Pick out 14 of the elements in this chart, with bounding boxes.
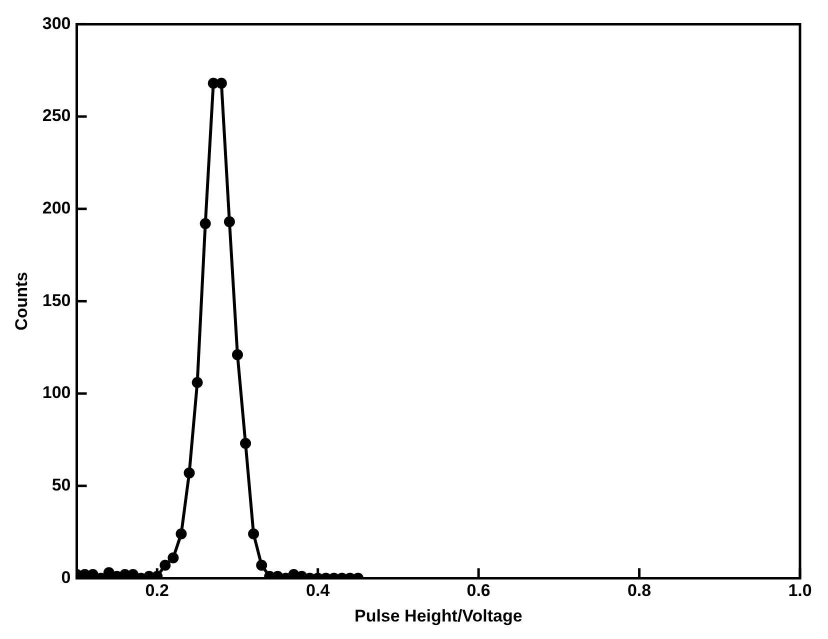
x-tick-label: 0.8 (627, 581, 652, 600)
y-tick-label: 300 (42, 14, 71, 33)
y-axis-title: Counts (12, 272, 31, 330)
y-tick-label: 150 (42, 290, 71, 310)
x-tick-label: 1.0 (788, 581, 812, 600)
x-axis-title: Pulse Height/Voltage (354, 606, 522, 626)
y-tick-label: 0 (61, 568, 71, 587)
y-tick-label: 200 (42, 198, 71, 218)
x-tick-label: 0.2 (145, 581, 169, 600)
x-tick-label: 0.6 (466, 581, 490, 600)
y-tick-label: 250 (42, 106, 71, 126)
x-tick-label: 0.4 (306, 581, 330, 600)
y-tick-label: 100 (42, 383, 71, 402)
y-tick-label: 50 (52, 476, 71, 495)
